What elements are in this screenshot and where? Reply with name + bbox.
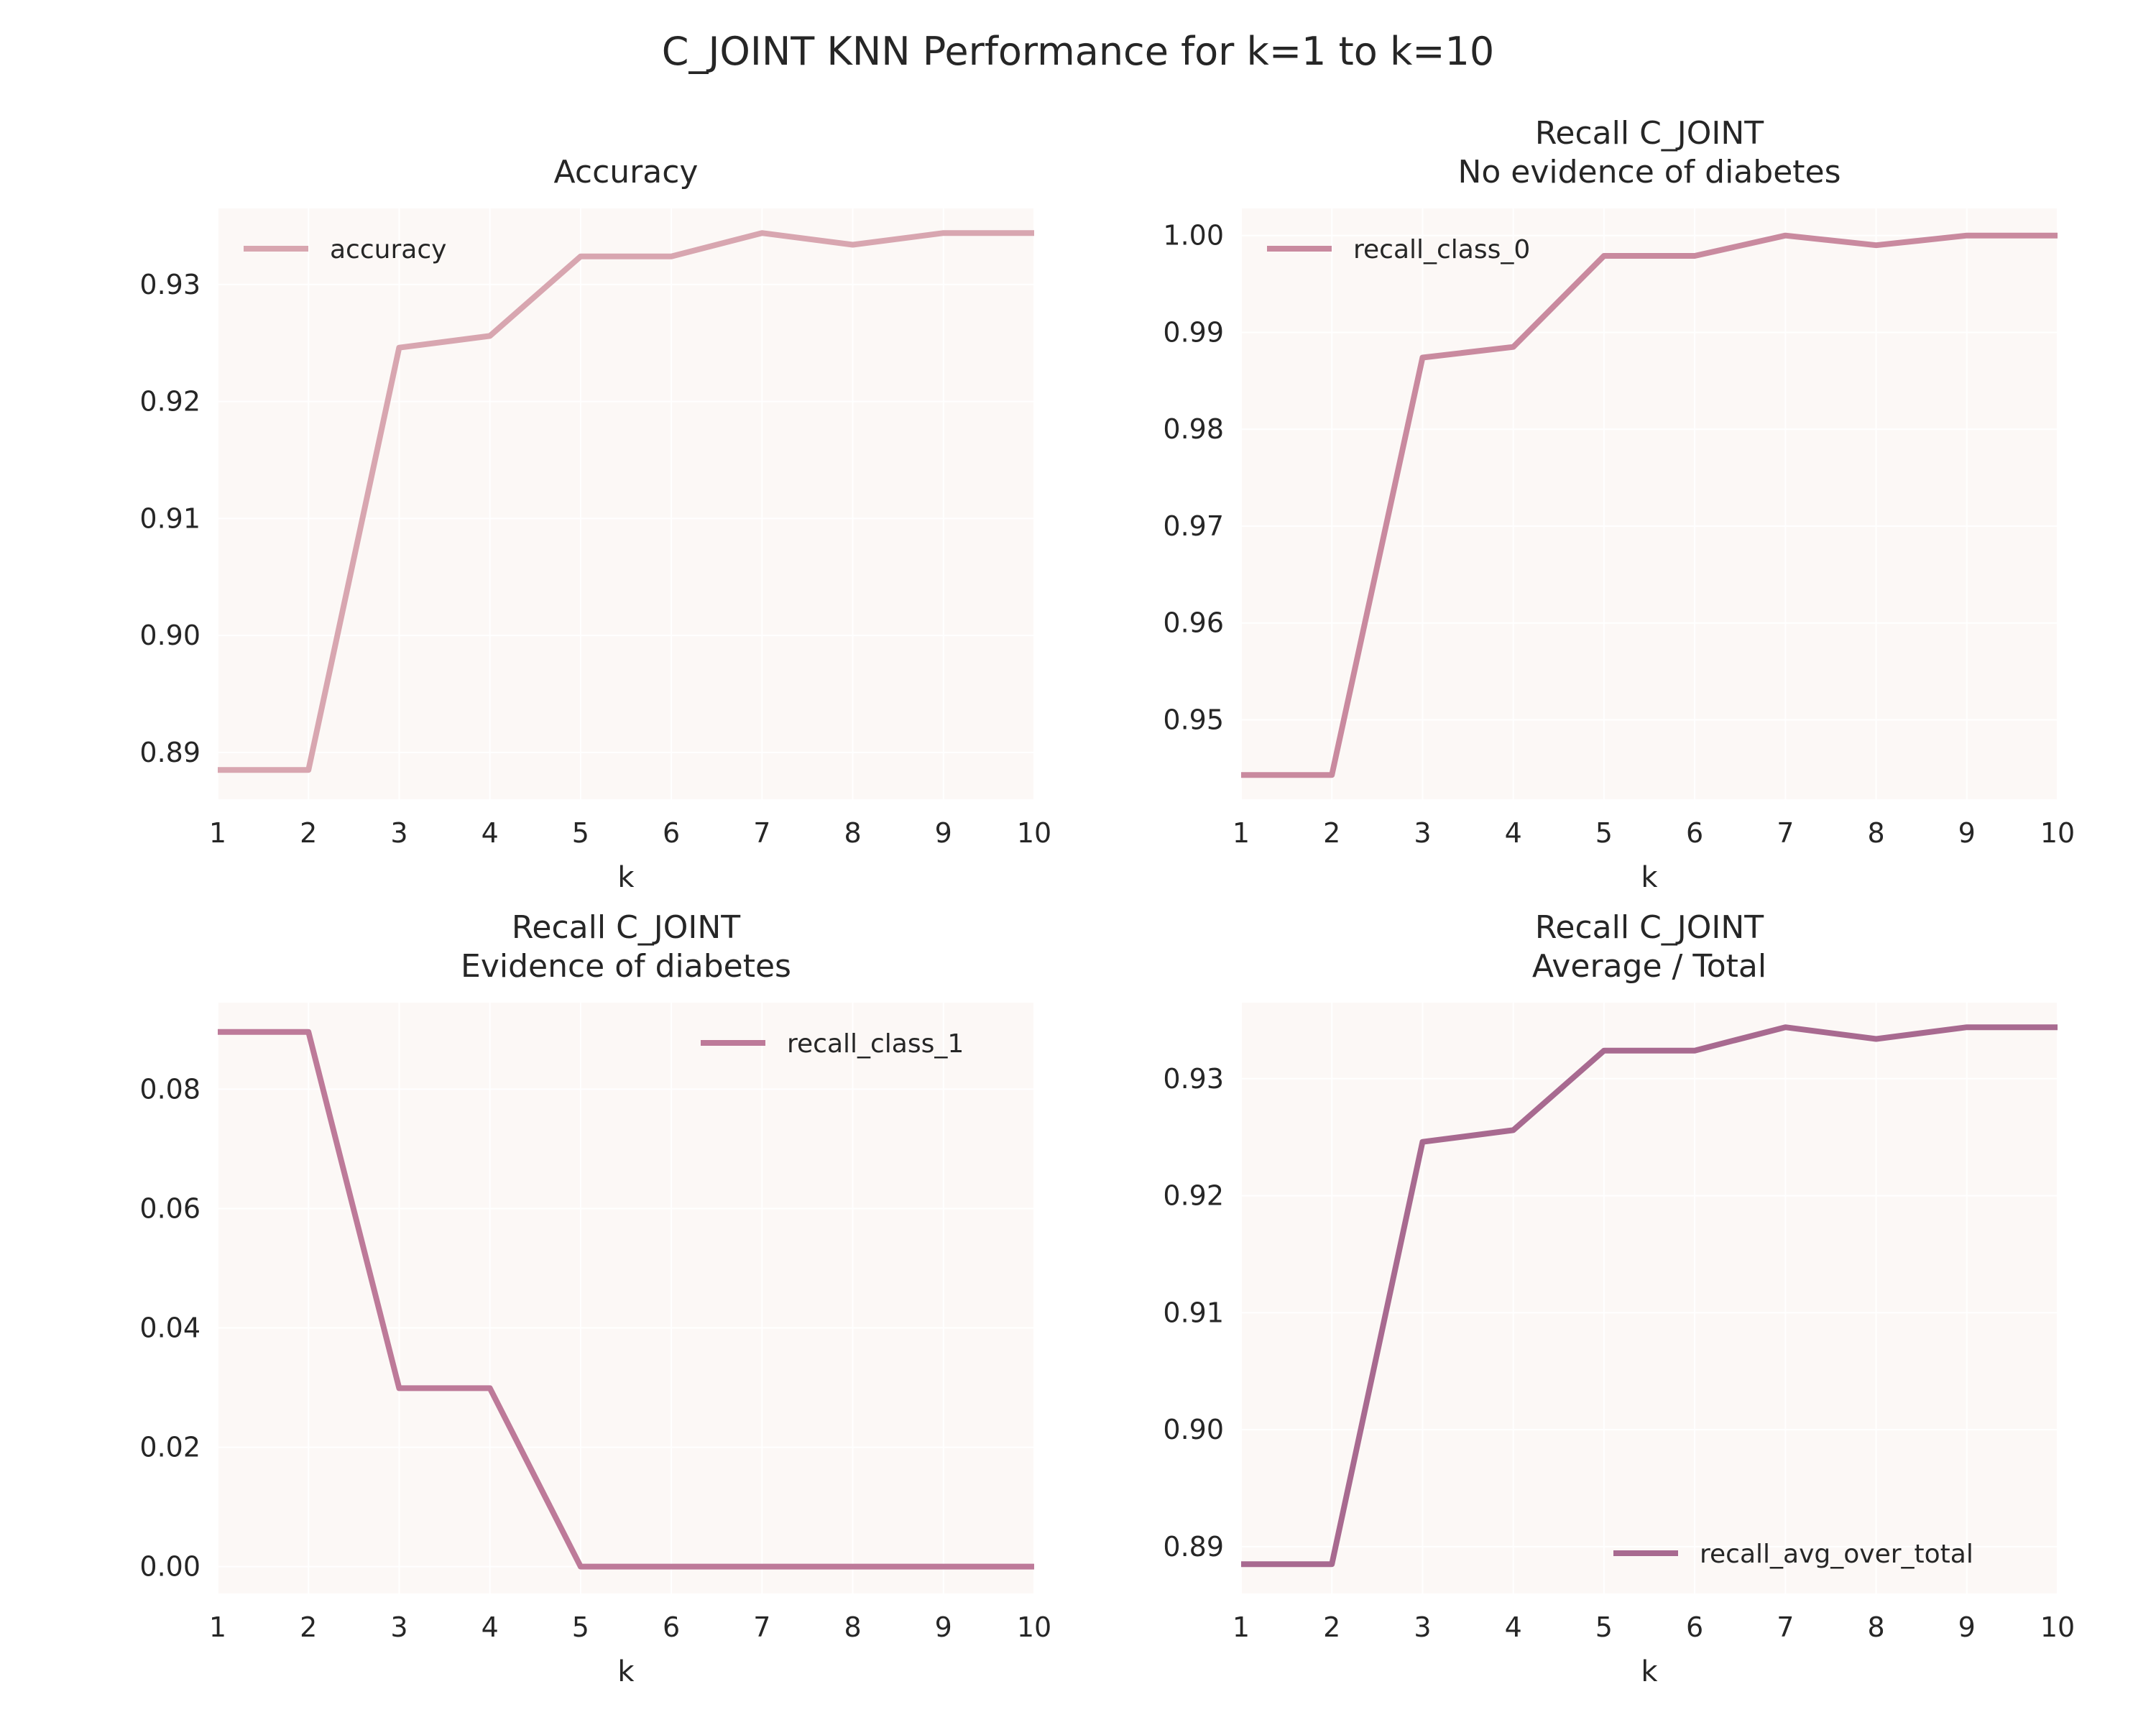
y-tick-label: 0.91	[1163, 1297, 1224, 1328]
x-tick-label: 3	[1414, 1611, 1431, 1643]
x-tick-label: 4	[1505, 1611, 1522, 1643]
x-tick-label: 1	[1233, 1611, 1250, 1643]
y-tick-label: 0.89	[1163, 1531, 1224, 1563]
x-tick-label: 8	[844, 1611, 861, 1643]
x-tick-label: 5	[572, 1611, 589, 1643]
x-tick-label: 2	[1323, 817, 1340, 849]
x-tick-label: 3	[1414, 817, 1431, 849]
figure-title: C_JOINT KNN Performance for k=1 to k=10	[662, 29, 1494, 74]
x-axis-label: k	[1641, 1655, 1658, 1688]
series-line-recall_class_1	[218, 1029, 1034, 1570]
legend-entry: recall_class_0	[1353, 235, 1530, 264]
x-tick-label: 10	[2040, 817, 2075, 849]
panel-title-line-2: Average / Total	[1532, 948, 1766, 985]
x-tick-label: 7	[1777, 817, 1794, 849]
y-tick-label: 0.04	[139, 1312, 201, 1344]
x-tick-label: 6	[1686, 1611, 1703, 1643]
x-tick-label: 7	[1777, 1611, 1794, 1643]
series-line-recall_avg_over_total	[1241, 1024, 2058, 1568]
x-tick-label: 5	[572, 817, 589, 849]
x-tick-label: 6	[663, 1611, 680, 1643]
panel-title-line-2: No evidence of diabetes	[1457, 154, 1841, 190]
legend-entry: accuracy	[330, 235, 446, 264]
x-axis-label: k	[617, 1655, 635, 1688]
y-tick-label: 0.00	[139, 1551, 201, 1583]
x-tick-label: 3	[390, 817, 407, 849]
x-tick-label: 7	[753, 817, 770, 849]
x-axis-label: k	[617, 861, 635, 894]
y-tick-label: 0.93	[1163, 1063, 1224, 1095]
panel-4: 1 2 3 4 5 6 7 8 9 10 0.89 0.90 0.91 0.92 0.93 k Recall C…	[1163, 909, 2075, 1688]
x-tick-label: 1	[209, 817, 226, 849]
x-tick-label: 2	[1323, 1611, 1340, 1643]
y-tick-label: 0.97	[1163, 510, 1224, 542]
legend-entry: recall_avg_over_total	[1700, 1540, 1973, 1569]
x-axis-label: k	[1641, 861, 1658, 894]
x-tick-label: 9	[1958, 817, 1976, 849]
panel-1: 1 2 3 4 5 6 7 8 9 10 0.89 0.90 0.91 0.92 0.93 k Accuracy…	[139, 154, 1051, 894]
legend: recall_class_1	[701, 1029, 964, 1059]
y-tick-label: 0.99	[1163, 316, 1224, 348]
y-tick-label: 0.06	[139, 1192, 201, 1224]
y-tick-label: 0.08	[139, 1073, 201, 1105]
series-line-recall_class_0	[1241, 232, 2058, 778]
plot-area	[218, 208, 1034, 799]
x-tick-label: 8	[844, 817, 861, 849]
x-tick-label: 6	[1686, 817, 1703, 849]
x-tick-label: 1	[1233, 817, 1250, 849]
x-tick-label: 8	[1867, 817, 1884, 849]
x-tick-label: 6	[663, 817, 680, 849]
x-tick-label: 10	[1017, 1611, 1051, 1643]
x-tick-label: 1	[209, 1611, 226, 1643]
plot-area	[1241, 208, 2058, 799]
y-tick-label: 0.96	[1163, 607, 1224, 639]
panel-title-line-1: Recall C_JOINT	[1535, 115, 1764, 152]
y-tick-label: 0.89	[139, 737, 201, 768]
plot-area	[1241, 1003, 2058, 1593]
x-tick-label: 4	[482, 1611, 499, 1643]
panel-title-line-1: Recall C_JOINT	[512, 909, 740, 946]
x-tick-label: 10	[2040, 1611, 2075, 1643]
x-tick-label: 10	[1017, 817, 1051, 849]
x-tick-label: 2	[300, 817, 317, 849]
x-tick-label: 4	[482, 817, 499, 849]
panel-title-line-1: Recall C_JOINT	[1535, 909, 1764, 946]
series-line-accuracy	[218, 230, 1034, 773]
y-tick-label: 1.00	[1163, 220, 1224, 252]
legend: accuracy	[244, 235, 446, 264]
y-tick-label: 0.93	[139, 269, 201, 300]
x-tick-label: 9	[1958, 1611, 1976, 1643]
y-tick-label: 0.90	[139, 620, 201, 651]
y-tick-label: 0.91	[139, 502, 201, 534]
panel-2: 1 2 3 4 5 6 7 8 9 10 0.95 0.96 0.97 0.98 0.99 1.00 k Reca…	[1163, 115, 2075, 894]
legend-entry: recall_class_1	[787, 1029, 964, 1059]
x-tick-label: 8	[1867, 1611, 1884, 1643]
y-tick-label: 0.92	[1163, 1180, 1224, 1212]
legend: recall_avg_over_total	[1613, 1540, 1973, 1569]
y-tick-label: 0.90	[1163, 1414, 1224, 1445]
panel-title-line-1: Accuracy	[554, 154, 699, 190]
y-tick-label: 0.95	[1163, 704, 1224, 736]
panel-3: 1 2 3 4 5 6 7 8 9 10 0.00 0.02 0.04 0.06 0.08 k Recall C…	[139, 909, 1051, 1688]
x-tick-label: 5	[1595, 1611, 1613, 1643]
panel-title-line-2: Evidence of diabetes	[461, 948, 791, 985]
x-tick-label: 7	[753, 1611, 770, 1643]
y-tick-label: 0.02	[139, 1432, 201, 1463]
x-tick-label: 4	[1505, 817, 1522, 849]
x-tick-label: 5	[1595, 817, 1613, 849]
plot-area	[218, 1003, 1034, 1593]
x-tick-label: 9	[935, 817, 952, 849]
x-tick-label: 9	[935, 1611, 952, 1643]
x-tick-label: 2	[300, 1611, 317, 1643]
y-tick-label: 0.92	[139, 386, 201, 418]
y-tick-label: 0.98	[1163, 413, 1224, 445]
x-tick-label: 3	[390, 1611, 407, 1643]
legend: recall_class_0	[1267, 235, 1530, 264]
panels: 1 2 3 4 5 6 7 8 9 10 0.89 0.90 0.91 0.92 0.93 k Accuracy…	[139, 115, 2075, 1688]
